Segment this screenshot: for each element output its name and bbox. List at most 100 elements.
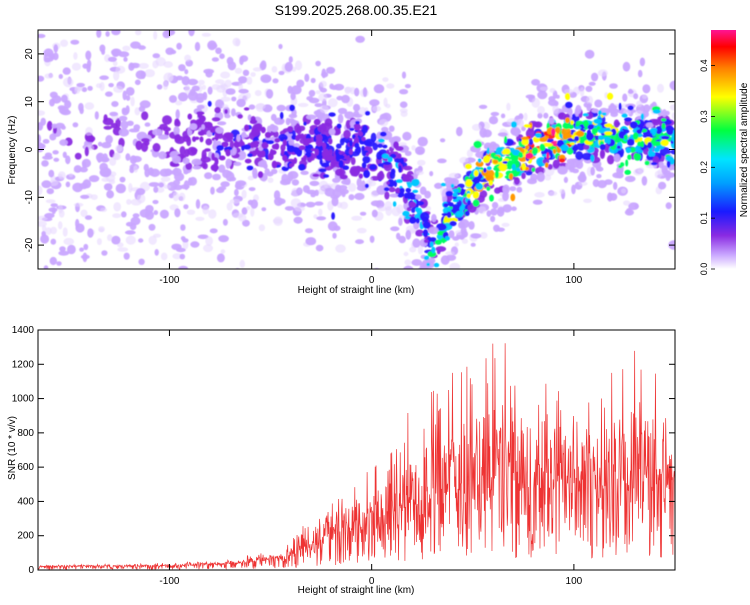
spectrogram-cell xyxy=(479,127,488,138)
spectrogram-cell xyxy=(136,188,146,196)
spectrogram-peak-cell xyxy=(539,138,548,142)
spectrogram-peak-cell xyxy=(644,160,650,166)
spectrogram-peak-cell xyxy=(204,148,211,152)
spectrogram-cell xyxy=(111,48,122,57)
spectrogram-cell xyxy=(445,251,455,256)
spectrogram-peak-cell xyxy=(408,201,417,208)
colorbar-tick-label: 0.1 xyxy=(699,212,709,225)
spectrogram-cell xyxy=(238,76,248,84)
spectrogram-cell xyxy=(113,85,124,93)
spectrogram-cell xyxy=(98,228,105,233)
spectrogram-cell xyxy=(591,72,599,82)
spectrogram-cell xyxy=(144,122,151,127)
spectrogram-cell xyxy=(174,134,181,142)
spectrogram-peak-cell xyxy=(590,154,595,163)
spectrogram-cell xyxy=(74,152,82,160)
spectrogram-cell xyxy=(424,190,431,199)
spectrogram-cell xyxy=(217,121,227,126)
spectrogram-cell xyxy=(49,179,59,186)
spectrogram-cell xyxy=(71,62,81,71)
spectrogram-cell xyxy=(186,137,192,147)
spectrogram-cell xyxy=(176,247,186,253)
spectrogram-cell xyxy=(592,179,600,188)
spectrogram-peak-cell xyxy=(354,142,360,149)
spectrogram-cell xyxy=(372,142,378,151)
spectrogram-cell xyxy=(171,155,181,164)
spectrogram-cell xyxy=(597,180,607,189)
spectrogram-cell xyxy=(633,93,639,100)
spectrogram-peak-cell xyxy=(303,155,307,159)
snr-y-tick-label: 0 xyxy=(28,565,34,576)
spectrogram-peak-cell xyxy=(450,183,455,188)
spectrogram-cell xyxy=(298,125,306,132)
spectrogram-cell xyxy=(517,118,524,127)
spectrogram-cell xyxy=(67,244,76,255)
spectrogram-peak-cell xyxy=(402,210,410,217)
spectrogram-cell xyxy=(581,152,593,161)
spectrogram-cell xyxy=(314,201,324,206)
spectrogram-cell xyxy=(337,107,348,115)
spectrogram-peak-cell xyxy=(335,148,339,157)
spectrogram-cell xyxy=(245,92,251,99)
spectrogram-cell xyxy=(429,171,434,177)
spectrogram-peak-cell xyxy=(567,124,574,130)
spectrogram-peak-cell xyxy=(452,199,459,203)
spectrogram-cell xyxy=(531,79,541,86)
spectrogram-cell xyxy=(411,207,416,213)
spectrogram-peak-cell xyxy=(525,152,534,159)
spectrogram-peak-cell xyxy=(434,239,442,245)
spectrogram-cell xyxy=(250,207,255,217)
spectrogram-cell xyxy=(113,70,120,81)
spectrogram-cell xyxy=(79,247,84,252)
spectrogram-cell xyxy=(216,187,225,194)
spectrogram-cell xyxy=(258,224,266,232)
spectrogram-cell xyxy=(278,70,285,76)
spectrogram-cell xyxy=(231,108,236,117)
colorbar-tick-label: 0.2 xyxy=(699,161,709,174)
spectrogram-cell xyxy=(326,66,336,74)
spectrogram-cell xyxy=(405,229,412,240)
spectrogram-cell xyxy=(52,52,59,61)
spectrogram-peak-cell xyxy=(387,156,393,163)
spectrogram-peak-cell xyxy=(539,143,546,151)
spectrogram-cell xyxy=(184,54,192,62)
spectrogram-peak-cell xyxy=(665,125,674,133)
spectrogram-peak-cell xyxy=(218,155,226,161)
spectrogram-cell xyxy=(186,209,196,215)
spectrogram-cell xyxy=(671,112,675,120)
spectrogram-cell xyxy=(370,190,379,198)
spectrogram-peak-cell xyxy=(587,124,594,130)
spectrogram-cell xyxy=(195,0,202,4)
spectrogram-cell xyxy=(344,177,351,186)
spectrogram-cell xyxy=(607,154,615,165)
spectrogram-cell xyxy=(509,186,517,192)
spectrogram-cell xyxy=(583,144,590,150)
spectrogram-peak-cell xyxy=(504,135,508,144)
spectrogram-cell xyxy=(575,151,584,161)
spectrogram-cell xyxy=(122,90,127,101)
spectrogram-cell xyxy=(187,91,199,101)
snr-x-tick-label: 100 xyxy=(566,576,583,587)
spectrogram-peak-cell xyxy=(242,134,249,138)
spectrogram-peak-cell xyxy=(598,135,605,141)
spectrogram-cell xyxy=(373,84,385,94)
spectrogram-cell xyxy=(138,62,149,69)
spectrogram-cell xyxy=(53,157,60,162)
spectrogram-cell xyxy=(84,146,89,157)
spectrogram-peak-cell xyxy=(403,174,412,178)
spectrogram-cell xyxy=(175,100,183,106)
spectrogram-cell xyxy=(590,166,595,176)
spectrogram-cell xyxy=(79,182,89,190)
spectrogram-cell xyxy=(417,244,424,255)
spectrogram-peak-cell xyxy=(571,146,579,151)
spectrogram-peak-cell xyxy=(412,189,419,193)
spectrogram-cell xyxy=(276,104,286,112)
spectrogram-cell xyxy=(588,81,596,86)
spectrogram-cell xyxy=(330,85,339,90)
spectrogram-cell xyxy=(196,104,205,110)
colorbar-tick-label: 0.0 xyxy=(699,263,709,276)
spectrogram-cell xyxy=(466,149,473,158)
spectrogram-peak-cell xyxy=(596,126,601,130)
spectrogram-peak-cell xyxy=(400,157,404,165)
spectrogram-cell xyxy=(221,104,229,109)
